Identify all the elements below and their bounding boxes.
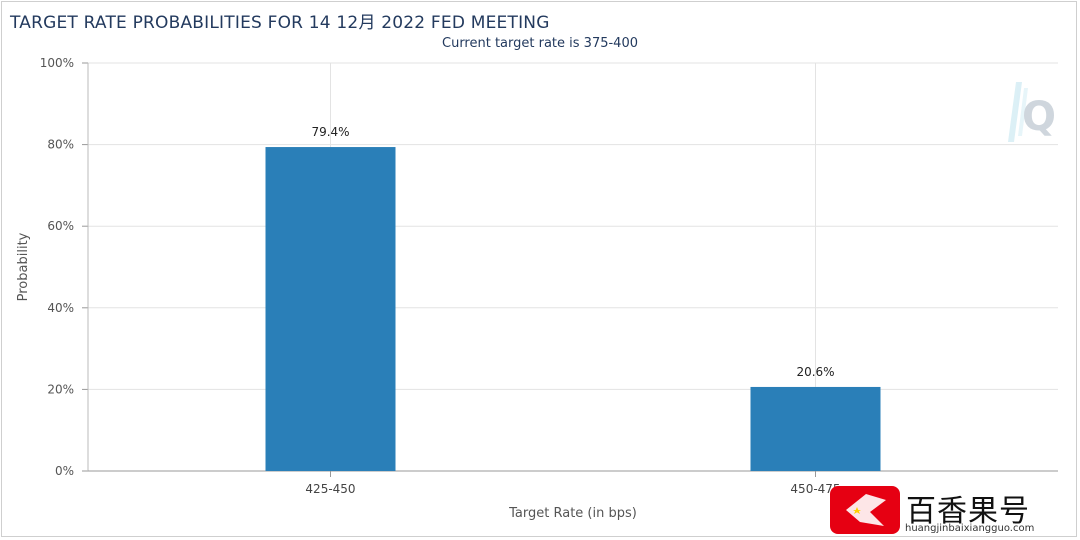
- brand-watermark-badge: [830, 486, 900, 534]
- brand-watermark-text: 百香果号: [906, 494, 1030, 529]
- bar-450-475: [750, 386, 881, 471]
- x-axis-title: Target Rate (in bps): [508, 506, 637, 521]
- y-tick-label: 100%: [40, 56, 74, 70]
- chart-title: TARGET RATE PROBABILITIES FOR 14 12月 202…: [10, 13, 550, 33]
- chart-subtitle: Current target rate is 375-400: [442, 36, 638, 51]
- y-axis-title: Probability: [16, 232, 31, 301]
- brand-watermark-site: huangjinbaixiangguo.com: [905, 523, 1035, 534]
- x-tick-label: 450-475: [790, 482, 840, 496]
- y-tick-label: 40%: [47, 301, 74, 315]
- y-tick-label: 20%: [47, 382, 74, 396]
- bar-425-450: [265, 147, 396, 471]
- svg-text:Q: Q: [1022, 94, 1056, 140]
- q-logo-icon: Q: [1008, 82, 1056, 142]
- data-label: 20.6%: [796, 365, 834, 379]
- y-tick-label: 80%: [47, 138, 74, 152]
- y-tick-label: 0%: [55, 464, 74, 478]
- y-tick-label: 60%: [47, 219, 74, 233]
- data-label: 79.4%: [311, 125, 349, 139]
- x-tick-label: 425-450: [305, 482, 355, 496]
